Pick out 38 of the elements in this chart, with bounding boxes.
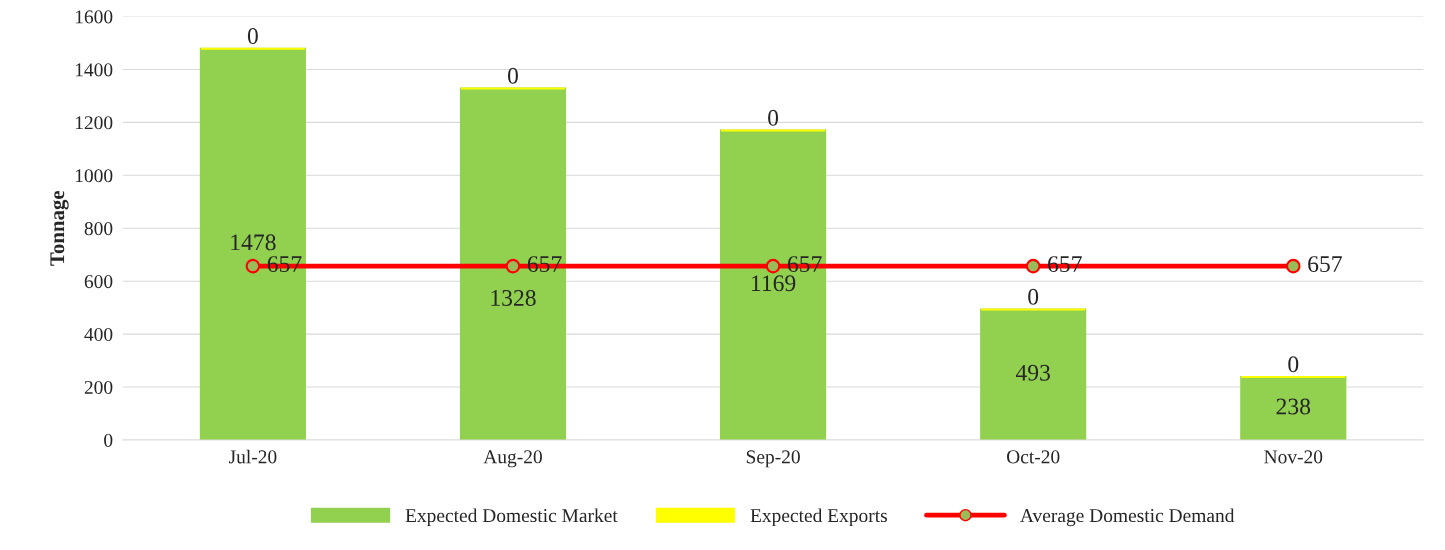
x-tick-label: Oct-20: [1006, 450, 1060, 464]
bar: [199, 47, 306, 440]
x-tick-label: Nov-20: [1264, 450, 1323, 464]
data-label: 0: [1028, 288, 1039, 305]
data-label: 0: [768, 109, 779, 126]
x-tick-label: Jul-20: [228, 449, 277, 464]
data-label: 657: [527, 256, 562, 273]
bar: [459, 87, 567, 440]
data-label: 238: [1276, 398, 1311, 415]
y-tick-label: 200: [84, 380, 113, 394]
bar: [980, 308, 1087, 440]
y-tick-label: 800: [84, 222, 113, 236]
legend-label: Expected Domestic Market: [405, 508, 618, 527]
y-tick-label: 400: [84, 327, 113, 342]
data-label: 657: [787, 256, 822, 273]
x-tick-label: Aug-20: [483, 450, 542, 468]
data-label: 493: [1015, 364, 1050, 381]
data-label: 657: [267, 256, 302, 273]
legend-label: Expected Exports: [750, 508, 887, 527]
data-label: 657: [1048, 256, 1082, 273]
data-label: 1328: [491, 289, 536, 306]
y-tick-label: 1600: [75, 10, 113, 24]
y-axis-title: Tonnage: [50, 190, 69, 266]
x-tick-label: Sep-20: [746, 450, 800, 468]
bar: [1240, 375, 1347, 440]
data-label: 1478: [231, 234, 276, 251]
y-tick-label: 0: [104, 433, 113, 447]
data-label: 0: [247, 28, 258, 44]
bar: [720, 129, 827, 440]
y-tick-label: 1000: [75, 169, 113, 183]
data-label: 657: [1308, 256, 1342, 273]
y-tick-label: 1200: [75, 116, 113, 130]
data-label: 0: [507, 67, 518, 84]
legend-label: Average Domestic Demand: [1020, 508, 1235, 527]
data-label: 1169: [751, 275, 796, 292]
y-tick-label: 600: [84, 275, 113, 289]
data-label: 0: [1288, 356, 1299, 373]
y-tick-label: 1400: [75, 63, 113, 77]
